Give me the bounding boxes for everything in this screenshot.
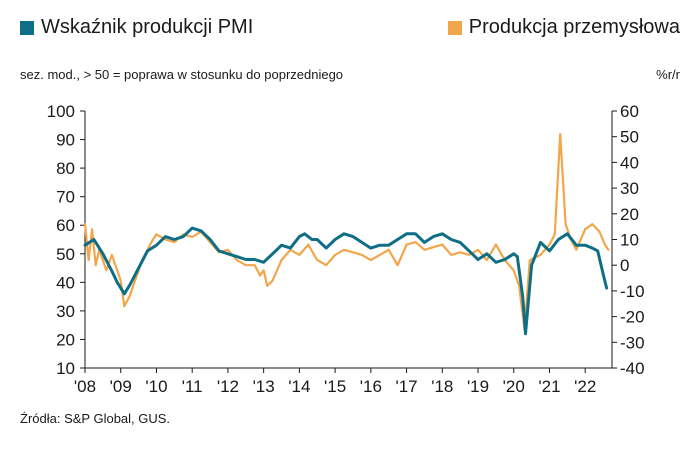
x-tick-label: '14 [288, 377, 310, 396]
x-tick-label: '13 [253, 377, 275, 396]
y-right-tick-label: -30 [620, 333, 645, 352]
source-note: Źródła: S&P Global, GUS. [20, 411, 171, 426]
x-tick-label: '09 [110, 377, 132, 396]
y-right-tick-label: 20 [620, 205, 639, 224]
y-left-tick-label: 80 [56, 159, 75, 178]
x-tick-label: '10 [145, 377, 167, 396]
right-axis-unit: %r/r [656, 67, 680, 82]
y-left-tick-label: 90 [56, 131, 75, 150]
y-left-tick-label: 40 [56, 273, 75, 292]
legend-label-pmi: Wskaźnik produkcji PMI [41, 16, 254, 38]
y-left-tick-label: 30 [56, 302, 75, 321]
pmi-series-line [83, 226, 609, 336]
y-right-tick-label: -10 [620, 282, 645, 301]
y-right-tick-label: 60 [620, 102, 639, 121]
y-left-tick-label: 10 [56, 359, 75, 378]
y-left-tick-label: 100 [47, 102, 75, 121]
y-left-tick-label: 70 [56, 188, 75, 207]
y-right-tick-label: -20 [620, 308, 645, 327]
y-right-tick-label: 40 [620, 153, 639, 172]
x-tick-label: '16 [360, 377, 382, 396]
x-tick-label: '20 [503, 377, 525, 396]
x-tick-label: '19 [467, 377, 489, 396]
y-left-tick-label: 20 [56, 330, 75, 349]
y-right-tick-label: 30 [620, 179, 639, 198]
y-right-tick-label: 10 [620, 231, 639, 250]
legend-label-production: Produkcja przemysłowa [468, 16, 680, 38]
x-tick-label: '21 [538, 377, 560, 396]
x-tick-label: '17 [395, 377, 417, 396]
y-right-tick-label: 0 [620, 256, 629, 275]
y-left-tick-label: 50 [56, 245, 75, 264]
legend-swatch-production [447, 20, 462, 35]
x-tick-label: '18 [431, 377, 453, 396]
legend-item-pmi: Wskaźnik produkcji PMI [20, 16, 253, 39]
legend: Wskaźnik produkcji PMI Produkcja przemys… [20, 16, 680, 46]
chart-note: sez. mod., > 50 = poprawa w stosunku do … [20, 67, 344, 82]
x-tick-label: '08 [74, 377, 96, 396]
x-tick-label: '15 [324, 377, 346, 396]
x-tick-label: '22 [574, 377, 596, 396]
x-tick-label: '12 [217, 377, 239, 396]
y-right-tick-label: 50 [620, 128, 639, 147]
legend-swatch-pmi [20, 20, 34, 35]
x-tick-label: '11 [182, 377, 203, 396]
y-right-tick-label: -40 [620, 359, 645, 378]
y-left-tick-label: 60 [56, 216, 75, 235]
legend-item-production: Produkcja przemysłowa [447, 16, 680, 39]
